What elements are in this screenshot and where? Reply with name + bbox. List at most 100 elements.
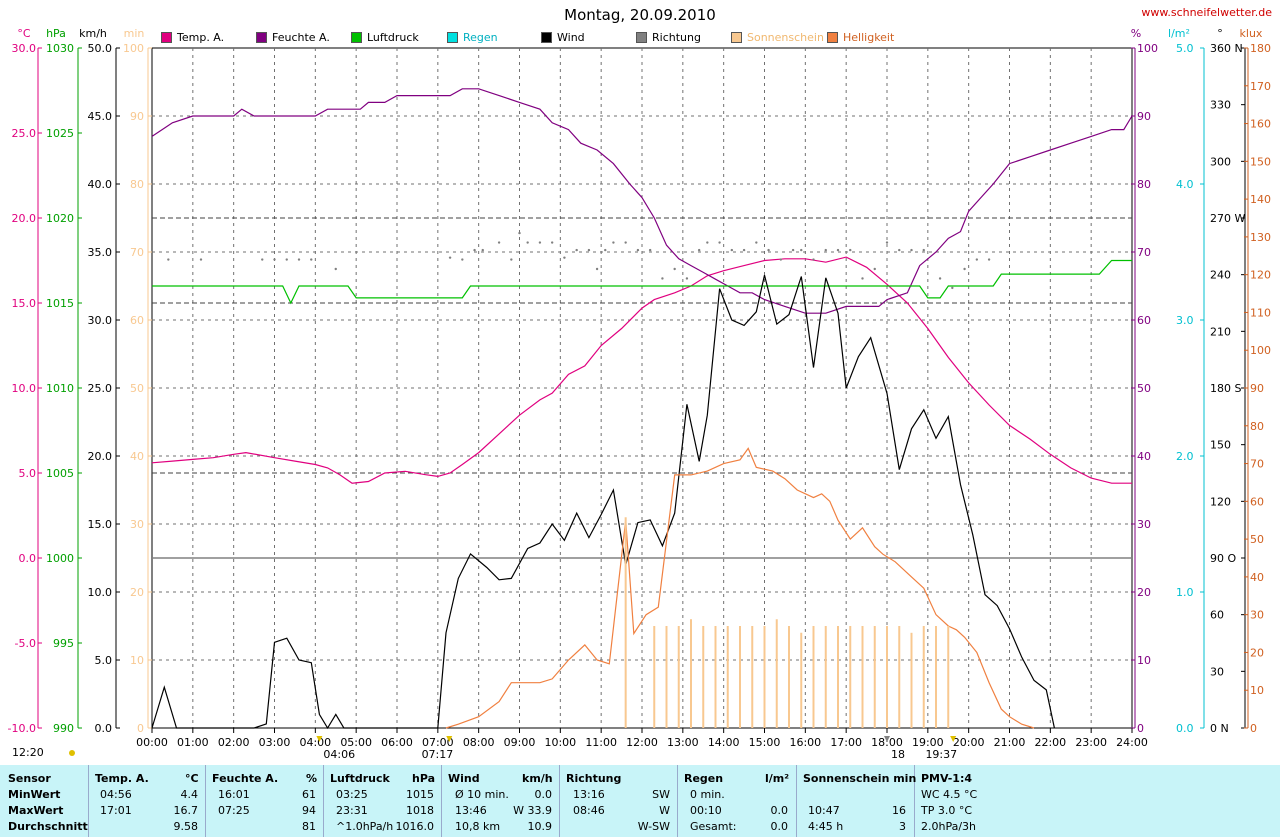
chart-title: Montag, 20.09.2010 — [564, 6, 716, 24]
direction-axis-tick-label: 90 O — [1210, 552, 1236, 565]
stats-cell-temp-time: 04:56 — [100, 788, 132, 801]
wind-axis-tick-label: 5.0 — [95, 654, 113, 667]
rain-axis-tick-label: 2.0 — [1176, 450, 1194, 463]
stats-cell-wind-time: 13:46 — [455, 804, 487, 817]
legend-swatch — [351, 32, 362, 43]
stats-cell-temp-val: 16.7 — [173, 804, 199, 817]
richtung-point — [706, 241, 709, 244]
time-tick-label: 01:00 — [177, 736, 209, 749]
time-tick-label: 12:00 — [626, 736, 658, 749]
richtung-point — [481, 248, 484, 252]
legend-label: Feuchte A. — [272, 31, 330, 44]
brightness-axis-tick-label: 30 — [1250, 609, 1264, 622]
unit-wind: km/h — [79, 27, 107, 40]
time-tick-label: 08:00 — [463, 736, 495, 749]
richtung-point — [922, 248, 925, 252]
temp-axis-tick-label: 0.0 — [19, 552, 37, 565]
time-tick-label: 18:00 — [871, 736, 903, 749]
time-tick-label: 02:00 — [218, 736, 250, 749]
stats-header-sensor: Sensor — [8, 772, 51, 785]
legend-label: Temp. A. — [177, 31, 225, 44]
temp-axis-tick-label: 20.0 — [12, 212, 37, 225]
stats-divider — [677, 765, 678, 837]
stats-cell-press-val: 1016.0 — [395, 820, 435, 833]
humidity-axis-tick-label: 40 — [1137, 450, 1151, 463]
humidity-axis-tick-label: 100 — [1137, 42, 1158, 55]
stats-header-hum-unit: % — [306, 772, 318, 785]
stats-header-rain-unit: l/m² — [765, 772, 790, 785]
brightness-axis-tick-label: 150 — [1250, 155, 1271, 168]
stats-cell-hum-val: 81 — [302, 820, 316, 833]
brightness-axis-tick-label: 180 — [1250, 42, 1271, 55]
legend-item: Helligkeit — [827, 31, 894, 44]
humidity-axis-tick-label: 60 — [1137, 314, 1151, 327]
time-tick-label: 05:00 — [340, 736, 372, 749]
brightness-axis-tick-label: 100 — [1250, 344, 1271, 357]
time-tick-label: 09:00 — [504, 736, 536, 749]
max-temp-marker-arrow — [884, 736, 890, 742]
direction-axis-tick-label: 150 — [1210, 439, 1231, 452]
stats-cell-temp-val: 4.4 — [180, 788, 199, 801]
stats-cell-label: MaxWert — [8, 804, 64, 817]
stats-cell-dir-val: SW — [652, 788, 670, 801]
brightness-axis-tick-label: 90 — [1250, 382, 1264, 395]
richtung-point — [587, 248, 591, 252]
unit-pressure: hPa — [46, 27, 66, 40]
brightness-axis-tick-label: 0 — [1250, 722, 1257, 735]
rain-axis-tick-label: 5.0 — [1176, 42, 1194, 55]
time-tick-label: 22:00 — [1034, 736, 1066, 749]
richtung-point — [987, 258, 991, 261]
stats-cell-sun-time: 4:45 h — [808, 820, 844, 833]
stats-cell-dir-time: 13:16 — [573, 788, 605, 801]
richtung-point — [755, 241, 758, 244]
pressure-axis-tick-label: 1015 — [46, 297, 74, 310]
pressure-axis-tick-label: 1020 — [46, 212, 74, 225]
richtung-point — [624, 241, 627, 244]
sun-axis-tick-label: 50 — [130, 382, 144, 395]
brightness-axis-tick-label: 130 — [1250, 231, 1271, 244]
richtung-point — [550, 241, 554, 244]
sunset-marker-arrow — [950, 736, 957, 742]
stats-cell-press-time: 23:31 — [336, 804, 368, 817]
min-temp-marker-label: 04:06 — [323, 748, 355, 761]
pressure-axis-tick-label: 1005 — [46, 467, 74, 480]
time-tick-label: 17:00 — [830, 736, 862, 749]
humidity-axis-tick-label: 80 — [1137, 178, 1151, 191]
temp-axis-tick-label: 10.0 — [12, 382, 37, 395]
richtung-point — [938, 277, 942, 280]
time-tick-label: 10:00 — [544, 736, 576, 749]
richtung-point — [800, 248, 803, 252]
sun-axis-tick-label: 100 — [123, 42, 144, 55]
direction-axis-tick-label: 270 W — [1210, 212, 1245, 225]
stats-cell-rain-time: 00:10 — [690, 804, 722, 817]
sun-axis-tick-label: 30 — [130, 518, 144, 531]
legend: Temp. A. Feuchte A. Luftdruck Regen Wind Rich… — [0, 31, 1280, 45]
stats-cell-sun-val: 16 — [892, 804, 906, 817]
richtung-point — [661, 277, 664, 280]
direction-axis-tick-label: 60 — [1210, 609, 1224, 622]
stats-header-temp: Temp. A. — [95, 772, 149, 785]
stats-divider — [88, 765, 89, 837]
wind-axis-tick-label: 50.0 — [88, 42, 113, 55]
temp-axis-tick-label: -5.0 — [15, 637, 36, 650]
richtung-point — [951, 286, 954, 290]
humidity-axis-tick-label: 30 — [1137, 518, 1151, 531]
max-temp-marker-label: 18 — [891, 748, 905, 761]
brightness-axis-tick-label: 80 — [1250, 420, 1264, 433]
direction-axis-tick-label: 30 — [1210, 665, 1224, 678]
legend-label: Helligkeit — [843, 31, 895, 44]
temp-axis-tick-label: 25.0 — [12, 127, 37, 140]
stats-header-sun: Sonnenschein min — [803, 772, 917, 785]
legend-label: Sonnenschein — [747, 31, 824, 44]
legend-label: Regen — [463, 31, 498, 44]
legend-item: Regen — [447, 31, 498, 44]
site-url[interactable]: www.schneifelwetter.de — [1141, 6, 1272, 19]
time-tick-label: 03:00 — [259, 736, 291, 749]
richtung-point — [461, 258, 464, 261]
stats-cell-press-time: ^1.0hPa/h — [336, 820, 394, 833]
wind-axis-tick-label: 15.0 — [88, 518, 113, 531]
direction-axis-tick-label: 0 N — [1210, 722, 1229, 735]
legend-swatch — [636, 32, 647, 43]
stats-cell-sun-time: 10:47 — [808, 804, 840, 817]
sunset-marker-label: 19:37 — [925, 748, 957, 761]
